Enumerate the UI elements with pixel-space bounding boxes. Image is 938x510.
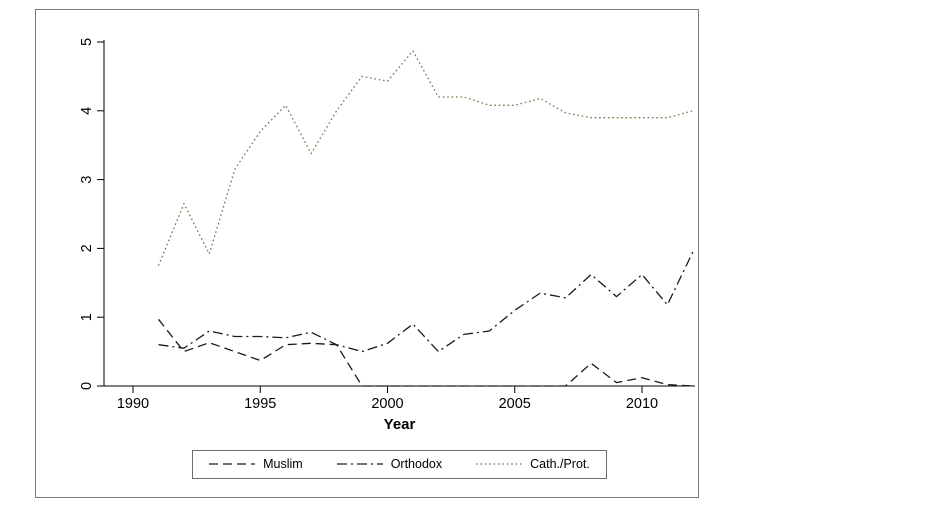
series-line-orthodox xyxy=(158,251,694,353)
dotted-line-icon xyxy=(476,463,523,465)
x-tick-label: 1990 xyxy=(117,396,149,412)
legend-label-muslim: Muslim xyxy=(263,457,303,471)
dashed-line-icon xyxy=(209,463,256,465)
line-chart-plot: 0 1 2 3 4 5 1990 1995 2000 2005 2010 xyxy=(79,38,695,412)
y-tick-label: 4 xyxy=(79,107,95,115)
series-line-muslim xyxy=(157,318,693,387)
legend-label-cath-prot: Cath./Prot. xyxy=(530,457,590,471)
y-tick-label: 1 xyxy=(79,313,95,321)
legend-item-muslim: Muslim xyxy=(209,458,303,471)
legend: Muslim Orthodox Cath./Prot. xyxy=(104,450,695,479)
legend-item-orthodox: Orthodox xyxy=(336,457,443,471)
x-tick-label: 2000 xyxy=(371,396,403,412)
x-axis-title: Year xyxy=(383,416,416,433)
y-tick-label: 3 xyxy=(79,176,95,184)
y-tick-label: 2 xyxy=(79,244,95,252)
x-tick-label: 1995 xyxy=(244,396,276,412)
y-tick-label: 0 xyxy=(79,382,95,390)
x-tick-label: 2005 xyxy=(499,396,531,412)
x-tick-label: 2010 xyxy=(626,396,658,412)
y-tick-label: 5 xyxy=(79,38,95,46)
series-line-cath-prot xyxy=(157,50,694,266)
legend-item-cath-prot: Cath./Prot. xyxy=(476,458,590,471)
chart-frame: 0 1 2 3 4 5 1990 1995 2000 2005 2010 Year Muslim O… xyxy=(35,9,699,498)
legend-box: Muslim Orthodox Cath./Prot. xyxy=(192,450,607,479)
legend-label-orthodox: Orthodox xyxy=(390,457,443,471)
dash-dot-line-icon xyxy=(336,463,383,465)
